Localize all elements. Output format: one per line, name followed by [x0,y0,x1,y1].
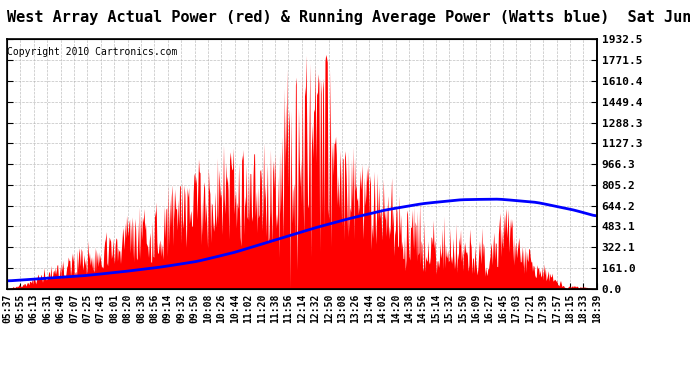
Text: West Array Actual Power (red) & Running Average Power (Watts blue)  Sat Jun 5  1: West Array Actual Power (red) & Running … [7,9,690,26]
Text: Copyright 2010 Cartronics.com: Copyright 2010 Cartronics.com [8,47,178,57]
